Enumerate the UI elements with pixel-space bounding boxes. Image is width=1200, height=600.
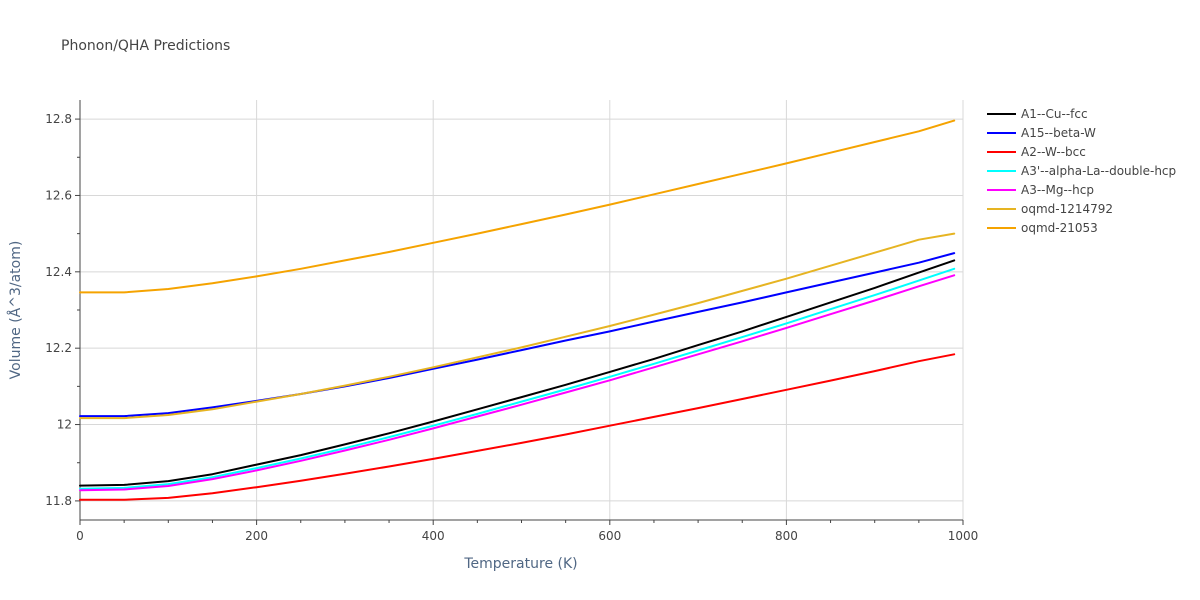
series-line-oqmd-21053[interactable] (79, 119, 956, 294)
x-tick-label: 600 (598, 529, 621, 543)
legend-label: A15--beta-W (1021, 126, 1096, 140)
legend-item-oqmd-1214792[interactable]: oqmd-1214792 (987, 202, 1113, 216)
y-tick-label: 11.8 (45, 494, 72, 508)
legend-label: A3--Mg--hcp (1021, 183, 1094, 197)
y-tick-label: 12.6 (45, 188, 72, 202)
series-line-a3-alpha-la-double-hcp[interactable] (79, 267, 956, 490)
legend-label: A2--W--bcc (1021, 145, 1086, 159)
y-tick-label: 12.2 (45, 341, 72, 355)
y-tick-label: 12 (57, 418, 72, 432)
legend-item-oqmd-21053[interactable]: oqmd-21053 (987, 221, 1098, 235)
x-tick-label: 400 (422, 529, 445, 543)
axes (75, 100, 964, 525)
x-tick-label: 1000 (948, 529, 979, 543)
grid (80, 100, 964, 520)
series-line-a3-mg-hcp[interactable] (79, 274, 956, 492)
legend-label: A3'--alpha-La--double-hcp (1021, 164, 1176, 178)
legend[interactable]: A1--Cu--fcc A15--beta-W A2--W--bcc A3'--alp… (987, 107, 1176, 235)
legend-item-a3-mg-hcp[interactable]: A3--Mg--hcp (987, 183, 1094, 197)
series-line-oqmd-1214792[interactable] (79, 232, 956, 420)
tick-labels: 0 200 400 600 800 1000 11.8 12 12.2 12.4 12.6 12.8 (45, 112, 978, 543)
y-tick-label: 12.8 (45, 112, 72, 126)
legend-label: oqmd-1214792 (1021, 202, 1113, 216)
x-tick-label: 800 (775, 529, 798, 543)
y-tick-label: 12.4 (45, 265, 72, 279)
series-line-a15-beta-w[interactable] (79, 252, 956, 418)
y-axis-title: Volume (Å^3/atom) (7, 241, 24, 380)
legend-item-a2-w-bcc[interactable]: A2--W--bcc (987, 145, 1086, 159)
series-line-a1-cu-fcc[interactable] (79, 259, 956, 487)
x-axis-title: Temperature (K) (463, 556, 577, 572)
plot-area[interactable] (79, 119, 956, 501)
x-tick-label: 200 (245, 529, 268, 543)
legend-item-a1-cu-fcc[interactable]: A1--Cu--fcc (987, 107, 1088, 121)
series-line-a2-w-bcc[interactable] (79, 353, 956, 501)
x-tick-label: 0 (76, 529, 84, 543)
legend-label: A1--Cu--fcc (1021, 107, 1088, 121)
legend-item-a15-beta-w[interactable]: A15--beta-W (987, 126, 1096, 140)
legend-item-a3-alpha-la-double-hcp[interactable]: A3'--alpha-La--double-hcp (987, 164, 1176, 178)
legend-label: oqmd-21053 (1021, 221, 1098, 235)
chart-title: Phonon/QHA Predictions (61, 38, 230, 54)
